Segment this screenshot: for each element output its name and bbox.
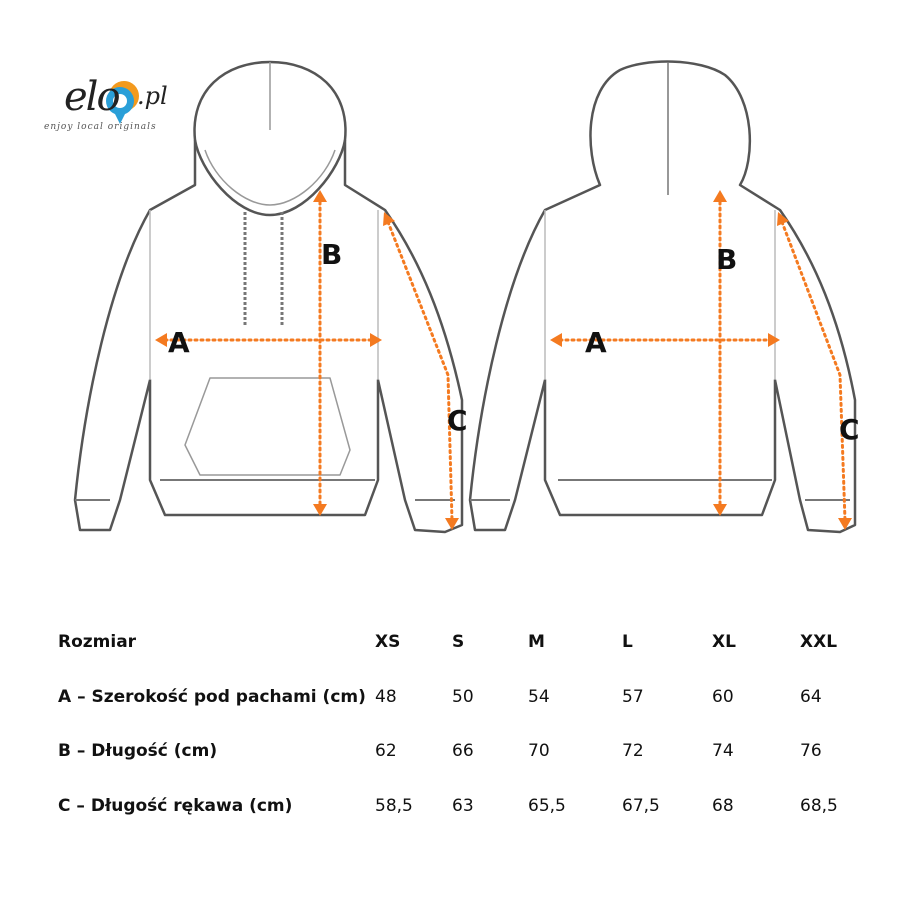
row-a-label: A – Szerokość pod pachami (cm) xyxy=(58,687,366,707)
header-rozmiar: Rozmiar xyxy=(58,632,137,652)
table-cell: 66 xyxy=(452,741,474,761)
back-label-a: A xyxy=(585,326,607,359)
header-m: M xyxy=(528,632,545,652)
hoodie-diagrams xyxy=(73,60,857,534)
logo-tagline: enjoy local originals xyxy=(44,122,157,132)
hoodie-back xyxy=(468,60,857,534)
table-cell: 48 xyxy=(375,687,397,707)
table-cell: 74 xyxy=(712,741,734,761)
table-cell: 68,5 xyxy=(800,796,838,816)
row-b-label: B – Długość (cm) xyxy=(58,741,218,761)
header-l: L xyxy=(622,632,633,652)
table-cell: 76 xyxy=(800,741,822,761)
arrowheads xyxy=(155,190,852,530)
back-label-b: B xyxy=(716,243,738,276)
table-cell: 54 xyxy=(528,687,550,707)
table-cell: 68 xyxy=(712,796,734,816)
table-cell: 62 xyxy=(375,741,397,761)
table-cell: 63 xyxy=(452,796,474,816)
hoodie-front xyxy=(73,60,464,534)
header-s: S xyxy=(452,632,465,652)
table-cell: 65,5 xyxy=(528,796,566,816)
back-c-line xyxy=(780,220,847,522)
table-cell: 70 xyxy=(528,741,550,761)
front-label-c: C xyxy=(447,404,468,437)
logo-brand: elo xyxy=(64,74,121,120)
table-cell: 67,5 xyxy=(622,796,660,816)
table-cell: 72 xyxy=(622,741,644,761)
table-cell: 57 xyxy=(622,687,644,707)
front-label-a: A xyxy=(168,326,190,359)
table-cell: 50 xyxy=(452,687,474,707)
logo-domain: .pl xyxy=(137,82,168,110)
front-label-b: B xyxy=(321,238,343,271)
row-c-label: C – Długość rękawa (cm) xyxy=(58,796,293,816)
header-xl: XL xyxy=(712,632,736,652)
measure-lines xyxy=(163,200,847,522)
table-cell: 60 xyxy=(712,687,734,707)
header-xs: XS xyxy=(375,632,401,652)
table-cell: 64 xyxy=(800,687,822,707)
elo-logo: elo .pl enjoy local originals xyxy=(44,74,184,140)
back-label-c: C xyxy=(839,413,860,446)
front-c-line xyxy=(386,220,454,522)
header-xxl: XXL xyxy=(800,632,838,652)
table-cell: 58,5 xyxy=(375,796,413,816)
